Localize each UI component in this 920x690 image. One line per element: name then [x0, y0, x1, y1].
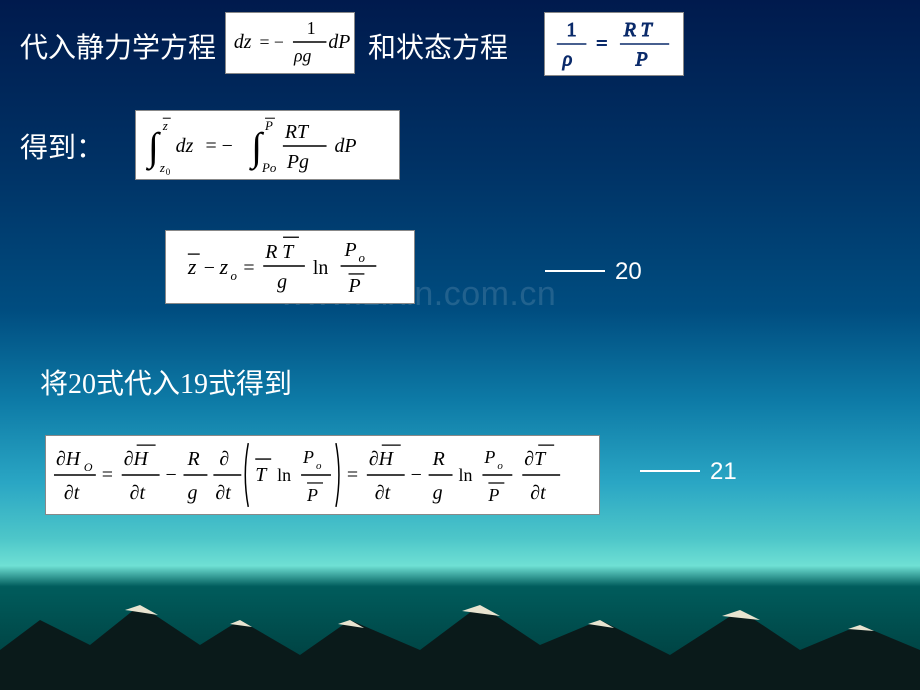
svg-text:ρ: ρ: [562, 49, 572, 71]
svg-text:∂t: ∂t: [530, 482, 546, 504]
svg-text:g: g: [187, 482, 197, 504]
svg-text:P: P: [348, 275, 361, 297]
dash-21: [640, 470, 700, 472]
svg-text:∂t: ∂t: [130, 482, 146, 504]
svg-text:R: R: [186, 448, 199, 470]
svg-text:=: =: [596, 33, 607, 55]
svg-text:= −: = −: [259, 32, 283, 52]
svg-text:−: −: [411, 464, 422, 486]
svg-text:z: z: [219, 255, 229, 279]
svg-text:0: 0: [166, 167, 171, 177]
svg-text:g: g: [433, 482, 443, 504]
svg-text:ρg: ρg: [293, 46, 312, 66]
svg-text:∂t: ∂t: [375, 482, 391, 504]
svg-text:o: o: [316, 460, 322, 472]
svg-text:∂H: ∂H: [56, 448, 82, 470]
svg-text:= −: = −: [205, 135, 232, 157]
svg-text:P: P: [487, 485, 499, 505]
svg-text:∂t: ∂t: [64, 482, 80, 504]
svg-text:R T: R T: [264, 241, 295, 263]
label-eq21: 21: [710, 458, 737, 486]
equation-state: 1 ρ = R T P: [544, 12, 684, 76]
svg-text:=: =: [347, 464, 358, 486]
svg-text:P: P: [483, 447, 495, 467]
svg-text:Po: Po: [261, 161, 277, 175]
text-line1a: 代入静力学方程: [20, 26, 216, 66]
svg-text:Pg: Pg: [286, 151, 309, 173]
svg-text:P: P: [635, 49, 648, 71]
svg-text:dz: dz: [234, 31, 252, 53]
svg-text:z: z: [187, 255, 197, 279]
svg-text:dP: dP: [328, 31, 350, 53]
svg-text:z: z: [162, 119, 168, 133]
text-line1b: 和状态方程: [368, 26, 508, 66]
svg-text:ln: ln: [277, 465, 291, 485]
svg-text:−: −: [204, 257, 215, 279]
svg-text:R T: R T: [623, 19, 654, 41]
text-line2: 得到：: [20, 126, 104, 166]
svg-text:dP: dP: [334, 135, 356, 157]
svg-text:P: P: [264, 119, 273, 133]
svg-text:o: o: [358, 251, 365, 265]
svg-text:P: P: [306, 485, 318, 505]
svg-text:∫: ∫: [146, 125, 161, 171]
equation-21: ∂H O ∂t = ∂H ∂t − R g ∂ ∂t T ln P o P = …: [45, 435, 600, 515]
label-eq20: 20: [615, 258, 642, 286]
svg-text:o: o: [230, 269, 237, 283]
svg-text:=: =: [102, 464, 113, 486]
svg-text:∂H: ∂H: [369, 448, 395, 470]
svg-text:P: P: [344, 239, 357, 261]
text-line3: 将20式代入19式得到: [40, 362, 292, 402]
svg-text:R: R: [432, 448, 445, 470]
equation-20: z − z o = R T g ln P o P: [165, 230, 415, 304]
svg-text:T: T: [255, 464, 268, 486]
equation-integral: ∫ z z 0 dz = − ∫ P Po RT Pg dP: [135, 110, 400, 180]
svg-text:∂T: ∂T: [524, 448, 547, 470]
svg-text:−: −: [166, 464, 177, 486]
svg-text:P: P: [302, 447, 314, 467]
mountain-silhouette: [0, 550, 920, 690]
svg-text:∂: ∂: [219, 448, 229, 470]
svg-text:dz: dz: [176, 135, 194, 157]
svg-text:1: 1: [307, 18, 316, 38]
svg-text:∂t: ∂t: [215, 482, 231, 504]
svg-text:RT: RT: [284, 121, 310, 143]
svg-text:1: 1: [567, 19, 577, 41]
svg-text:o: o: [497, 460, 503, 472]
equation-hydrostatic: dz = − 1 ρg dP: [225, 12, 355, 74]
svg-text:∂H: ∂H: [124, 448, 150, 470]
svg-text:=: =: [243, 257, 254, 279]
svg-text:ln: ln: [459, 465, 473, 485]
svg-text:g: g: [277, 271, 287, 293]
svg-text:O: O: [84, 460, 93, 474]
dash-20: [545, 270, 605, 272]
svg-text:ln: ln: [313, 257, 329, 279]
svg-text:z: z: [159, 161, 165, 175]
